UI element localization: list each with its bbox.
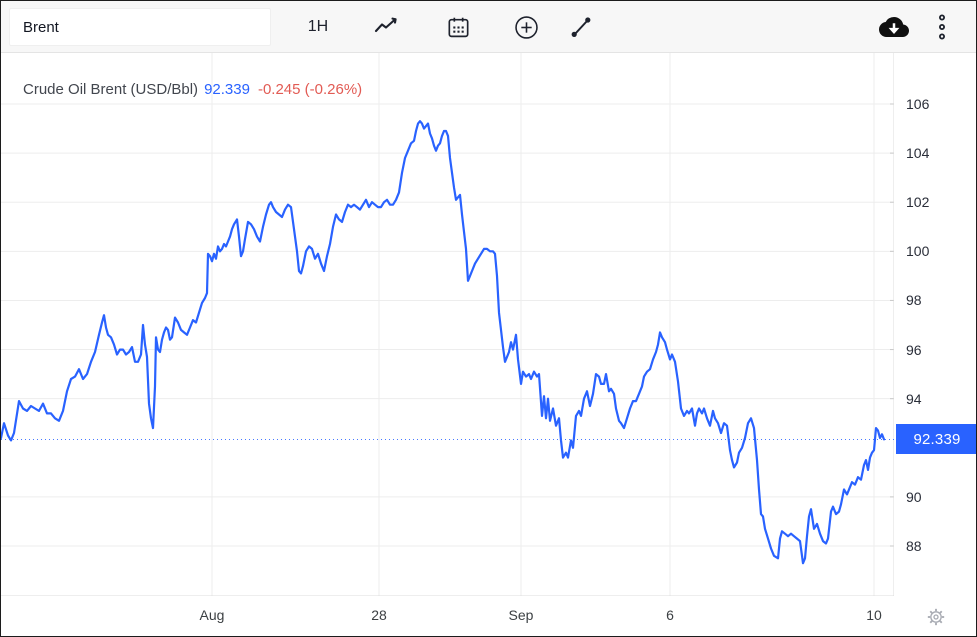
time-axis[interactable]: Aug 28 Sep 6 10	[1, 596, 894, 636]
current-price-badge: 92.339	[896, 424, 976, 455]
calendar-button[interactable]	[438, 8, 478, 46]
calendar-icon	[446, 15, 471, 40]
x-axis-label: 10	[866, 607, 882, 623]
chart-legend: Crude Oil Brent (USD/Bbl) 92.339 -0.245 (-…	[23, 81, 362, 98]
line-chart-style-icon	[373, 14, 399, 40]
price-line-series	[1, 120, 886, 565]
y-axis-label: 96	[906, 341, 922, 358]
y-axis-label: 100	[906, 243, 930, 260]
y-axis-label: 94	[906, 390, 922, 407]
axis-corner	[894, 596, 976, 636]
kebab-menu-icon	[931, 12, 953, 42]
drawing-tools-button[interactable]	[561, 8, 601, 46]
y-axis-label: 106	[906, 96, 930, 112]
trend-line-icon	[568, 14, 594, 40]
y-axis-label: 104	[906, 145, 930, 162]
download-button[interactable]	[874, 8, 914, 46]
x-axis-label: Sep	[508, 607, 534, 623]
symbol-search-input[interactable]	[9, 8, 271, 46]
more-menu-button[interactable]	[924, 8, 960, 46]
plus-circle-icon	[513, 14, 540, 41]
gear-icon[interactable]	[926, 607, 946, 627]
instrument-title: Crude Oil Brent (USD/Bbl)	[23, 81, 199, 98]
y-axis-label: 102	[906, 194, 930, 211]
cloud-download-icon	[879, 12, 909, 42]
compare-button[interactable]	[506, 8, 546, 46]
last-price-value: 92.339	[204, 81, 250, 98]
interval-button[interactable]: 1H	[295, 8, 341, 46]
chart-toolbar: 1H	[1, 1, 976, 53]
price-change-value: -0.245 (-0.26%)	[257, 81, 363, 98]
x-axis-label: 6	[666, 607, 674, 623]
y-axis-label: 90	[906, 488, 922, 505]
price-axis[interactable]: 92.339 106 104 102 100 98 96 94 90 88	[894, 53, 976, 596]
x-axis-label: Aug	[199, 607, 225, 623]
y-axis-label: 98	[906, 292, 922, 309]
y-axis-label: 88	[906, 538, 922, 554]
x-axis-label: 28	[371, 607, 387, 623]
chart-style-button[interactable]	[366, 8, 406, 46]
